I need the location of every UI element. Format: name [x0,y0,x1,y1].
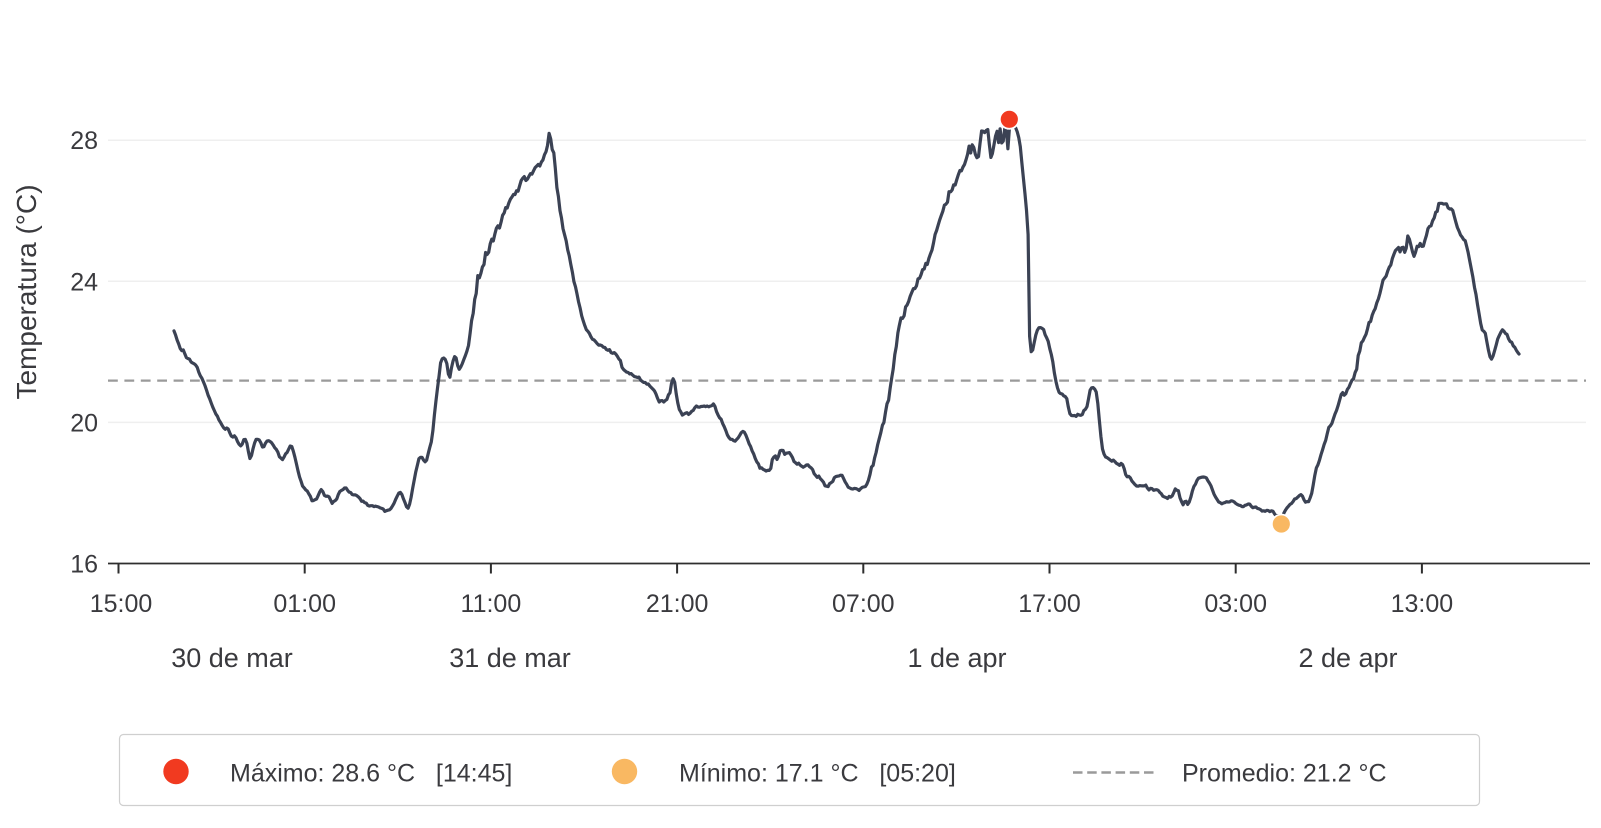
svg-text:24: 24 [70,268,98,296]
svg-text:13:00: 13:00 [1391,590,1454,618]
svg-text:30 de mar: 30 de mar [171,643,293,673]
svg-text:28: 28 [70,127,98,155]
svg-text:Mínimo: 17.1 °C [05:20]: Mínimo: 17.1 °C [05:20] [679,760,956,788]
svg-text:Temperatura (°C): Temperatura (°C) [11,184,42,399]
svg-text:15:00: 15:00 [90,590,153,618]
svg-text:03:00: 03:00 [1204,590,1267,618]
svg-text:Promedio: 21.2 °C: Promedio: 21.2 °C [1182,760,1387,788]
svg-text:20: 20 [70,409,98,437]
svg-text:31 de mar: 31 de mar [449,643,571,673]
svg-text:1 de apr: 1 de apr [907,643,1006,673]
svg-text:11:00: 11:00 [461,590,522,618]
svg-text:17:00: 17:00 [1018,590,1081,618]
svg-text:21:00: 21:00 [646,590,709,618]
svg-text:2 de apr: 2 de apr [1298,643,1397,673]
svg-text:16: 16 [70,551,98,579]
svg-text:07:00: 07:00 [832,590,895,618]
svg-text:01:00: 01:00 [273,590,336,618]
svg-text:Máximo: 28.6 °C [14:45]: Máximo: 28.6 °C [14:45] [230,760,512,788]
